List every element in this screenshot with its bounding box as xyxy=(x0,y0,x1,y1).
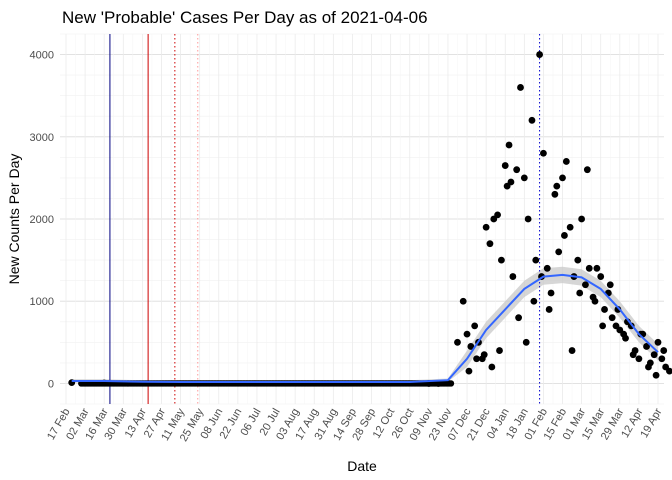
data-point xyxy=(578,215,586,223)
data-point xyxy=(555,248,563,256)
data-point xyxy=(501,162,509,169)
y-tick-label: 2000 xyxy=(30,214,54,226)
data-point xyxy=(543,264,551,272)
data-point xyxy=(599,322,607,330)
data-point xyxy=(658,355,666,363)
data-point xyxy=(509,273,517,280)
data-point xyxy=(467,343,475,350)
data-point xyxy=(601,306,608,313)
data-point xyxy=(582,281,589,289)
data-point xyxy=(637,330,645,338)
data-point xyxy=(553,182,561,190)
data-point xyxy=(505,141,513,149)
data-point xyxy=(540,149,547,157)
data-point xyxy=(517,84,524,91)
x-axis-title: Date xyxy=(347,458,377,474)
smooth-line xyxy=(71,273,659,383)
data-point xyxy=(559,174,566,182)
y-axis-title: New Counts Per Day xyxy=(6,154,22,285)
smooth-line-path xyxy=(71,273,659,383)
data-point xyxy=(447,380,455,387)
data-point xyxy=(650,351,658,359)
data-point xyxy=(576,289,584,297)
data-point xyxy=(522,338,530,346)
reference-lines xyxy=(109,34,541,404)
smooth-ribbon xyxy=(71,266,658,384)
data-point xyxy=(666,367,672,375)
data-point xyxy=(507,178,515,186)
data-point xyxy=(463,330,471,338)
y-tick-label: 0 xyxy=(48,378,54,390)
data-point xyxy=(652,371,660,379)
data-point xyxy=(645,363,652,371)
data-point xyxy=(496,347,503,354)
data-point xyxy=(566,223,574,231)
y-tick-label: 1000 xyxy=(30,296,54,308)
data-point xyxy=(498,256,505,264)
data-point xyxy=(606,281,614,289)
data-point xyxy=(459,297,467,305)
y-tick-label: 3000 xyxy=(30,132,54,144)
data-point xyxy=(585,264,593,272)
data-point xyxy=(494,211,501,219)
y-tick-label: 4000 xyxy=(30,50,54,62)
data-point xyxy=(654,338,662,346)
y-axis-ticks: 0 1000 2000 3000 4000 xyxy=(30,50,54,391)
data-point xyxy=(486,240,494,248)
data-point xyxy=(583,166,591,174)
data-point xyxy=(562,158,570,165)
data-point xyxy=(622,334,629,342)
data-point xyxy=(482,223,490,231)
data-point xyxy=(574,256,582,264)
data-point xyxy=(591,297,599,305)
smooth-confidence-ribbon xyxy=(71,266,658,384)
data-point xyxy=(597,273,605,280)
data-point xyxy=(480,351,488,359)
data-point xyxy=(515,314,522,322)
data-point xyxy=(520,174,528,182)
grid xyxy=(60,33,664,405)
data-point xyxy=(465,367,473,375)
data-point xyxy=(513,166,521,174)
data-point xyxy=(660,347,668,354)
data-point xyxy=(568,347,576,354)
data-point xyxy=(635,355,643,363)
chart-title: New 'Probable' Cases Per Day as of 2021-… xyxy=(62,8,428,27)
data-point xyxy=(532,256,540,264)
data-point xyxy=(530,297,538,305)
data-point xyxy=(536,51,543,58)
data-point xyxy=(473,355,480,363)
data-point xyxy=(488,363,496,371)
data-point xyxy=(528,116,536,124)
data-point xyxy=(629,351,637,359)
data-point xyxy=(608,314,616,322)
data-point xyxy=(454,338,461,346)
data-point xyxy=(547,289,555,297)
data-point xyxy=(593,264,601,272)
data-point xyxy=(551,190,559,198)
data-point xyxy=(545,306,553,313)
data-point xyxy=(471,322,479,330)
data-point xyxy=(643,343,650,350)
data-point xyxy=(524,215,532,223)
data-point xyxy=(561,232,568,239)
